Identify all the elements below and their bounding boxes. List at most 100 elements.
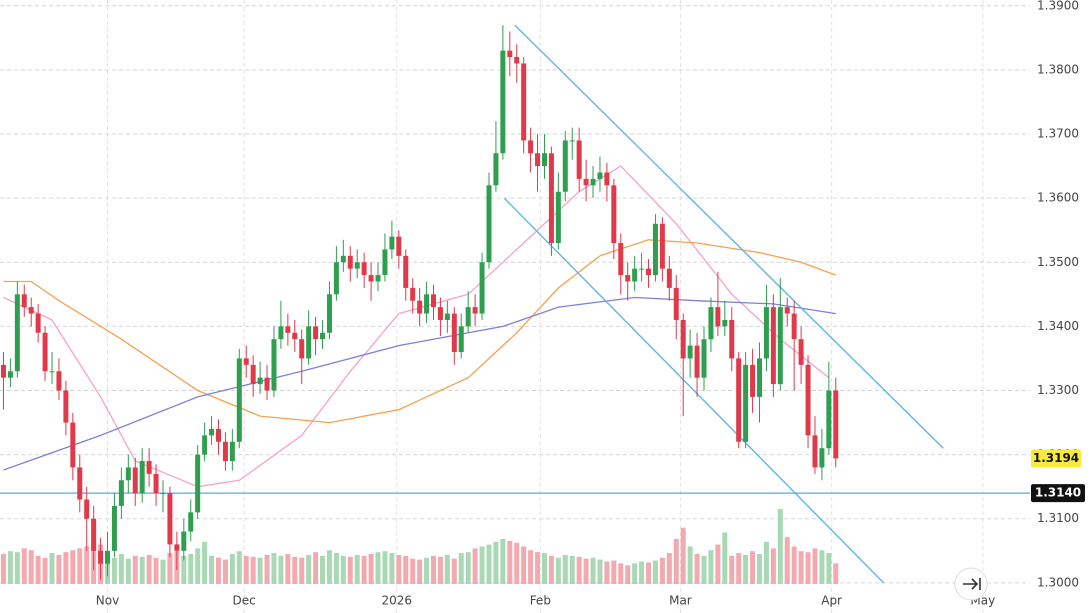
candle-body — [548, 153, 554, 244]
volume-bar — [541, 553, 547, 584]
candle-body — [35, 313, 41, 333]
volume-bar — [153, 557, 159, 584]
volume-bar — [611, 560, 617, 584]
candle-body — [146, 461, 152, 474]
volume-bar — [209, 555, 215, 584]
volume-bar — [188, 554, 194, 584]
volume-bar — [431, 555, 436, 584]
volume-bar — [271, 553, 277, 584]
candle-body — [715, 307, 721, 327]
candle-body — [222, 441, 228, 462]
candle-body — [632, 268, 638, 282]
volume-bar — [528, 550, 534, 584]
candle-body — [118, 480, 124, 506]
volume-bar — [63, 552, 69, 584]
volume-bar — [70, 550, 76, 584]
volume-bar — [777, 509, 783, 584]
y-tick-label: 1.3500 — [1037, 255, 1079, 269]
volume-bar — [326, 550, 332, 584]
volume-bar — [756, 554, 762, 584]
candle-body — [285, 326, 291, 333]
volume-bar — [236, 551, 242, 584]
volume-bar — [333, 553, 339, 584]
candle-body — [299, 339, 305, 359]
candle-body — [514, 57, 520, 64]
y-tick-label: 1.3700 — [1037, 127, 1079, 141]
volume-bar — [35, 555, 41, 584]
volume-bar — [659, 557, 665, 584]
volume-bar — [14, 552, 20, 584]
candle-body — [403, 255, 409, 288]
candle-body — [770, 307, 776, 385]
candle-body — [791, 313, 797, 340]
volume-bar — [215, 557, 221, 584]
volume-bar — [229, 554, 235, 584]
candle-body — [431, 294, 436, 308]
candle-body — [347, 255, 353, 269]
candle-body — [528, 140, 534, 154]
candle-body — [292, 332, 298, 340]
candle-body — [389, 236, 395, 250]
candle-body — [777, 307, 783, 385]
candle-body — [313, 326, 319, 340]
x-tick-label: Feb — [530, 594, 551, 608]
candle-body — [77, 467, 83, 500]
candle-body — [743, 364, 749, 442]
volume-bar — [181, 555, 187, 584]
volume-bar — [493, 541, 499, 584]
volume-bar — [791, 546, 797, 584]
candle-body — [562, 140, 568, 192]
volume-bar — [472, 548, 478, 584]
candle-body — [479, 262, 485, 314]
volume-bar — [798, 551, 804, 584]
volume-bar — [625, 565, 631, 584]
volume-bar — [805, 552, 811, 584]
candle-body — [105, 550, 111, 564]
candle-body — [687, 345, 693, 359]
volume-bar — [49, 553, 55, 584]
candle-body — [618, 243, 624, 276]
volume-bar — [56, 554, 62, 584]
volume-bar — [202, 541, 208, 584]
candle-body — [604, 172, 610, 186]
candle-body — [535, 153, 541, 167]
volume-bar — [521, 546, 527, 584]
candle-body — [361, 262, 367, 276]
candle-body — [195, 454, 201, 513]
volume-bar — [576, 556, 582, 584]
volume-bar — [368, 554, 374, 584]
candle-body — [250, 364, 256, 385]
scroll-to-end-button[interactable] — [954, 567, 988, 601]
candle-body — [326, 294, 332, 333]
volume-bar — [770, 548, 776, 584]
volume-bar — [729, 555, 735, 584]
candle-body — [160, 493, 166, 495]
volume-bar — [285, 554, 291, 584]
volume-bar — [340, 555, 346, 584]
volume-bar — [597, 559, 603, 584]
volume-bar — [139, 556, 145, 584]
candle-body — [42, 332, 48, 372]
volume-bar — [444, 554, 450, 584]
candle-body — [264, 377, 270, 391]
candle-body — [410, 287, 416, 301]
candle-body — [243, 358, 249, 365]
volume-bar — [743, 554, 749, 584]
volume-bar — [784, 537, 790, 584]
candle-body — [576, 140, 582, 179]
volume-bar — [313, 552, 319, 584]
volume-bar — [548, 555, 554, 584]
candle-body — [673, 287, 679, 320]
volume-bar — [583, 558, 589, 584]
last-price-box — [1031, 449, 1081, 468]
candle-body — [188, 512, 194, 532]
volume-bar — [812, 548, 818, 584]
y-tick-label: 1.3600 — [1037, 191, 1079, 205]
candle-body — [437, 307, 443, 320]
candle-body — [486, 185, 492, 263]
candle-body — [98, 550, 104, 564]
volume-bar — [833, 563, 839, 584]
y-tick-label: 1.3800 — [1037, 62, 1079, 76]
volume-bar — [28, 550, 34, 584]
candle-body — [507, 50, 513, 58]
